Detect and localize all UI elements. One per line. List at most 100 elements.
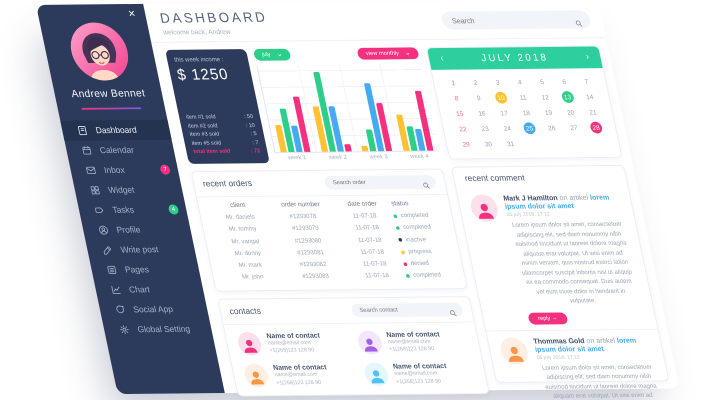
comment-connector: on artikel (585, 336, 616, 345)
orders-search-input[interactable] (330, 177, 423, 187)
contact-name: Name of contact (265, 331, 321, 340)
sidebar-item-social-app[interactable]: Social App (98, 299, 209, 320)
sidebar-item-label: Global Setting (136, 324, 192, 335)
orders-title: recent orders (201, 178, 254, 190)
contact-card[interactable]: Name of contact name@email.com +1(268)123 … (362, 362, 476, 387)
calendar-day[interactable]: 3 (494, 77, 501, 86)
calendar-day[interactable]: 14 (585, 92, 594, 101)
calendar-day[interactable]: 29 (461, 139, 471, 148)
sidebar-item-label: Chart (128, 284, 151, 295)
search-icon[interactable] (421, 178, 431, 189)
contacts-grid: Name of contact name@email.com +1(268)123 … (224, 322, 489, 396)
pencil-icon (101, 245, 114, 256)
avatar (65, 22, 133, 81)
calendar-prev-arrow[interactable]: ‹ (439, 53, 445, 64)
contacts-search[interactable] (350, 302, 464, 318)
sidebar-item-chart[interactable]: Chart (94, 279, 205, 300)
sidebar-item-profile[interactable]: Profile (81, 219, 192, 240)
close-icon[interactable]: ✕ (127, 9, 137, 20)
calendar-day[interactable]: 26 (547, 123, 557, 132)
sidebar-item-inbox[interactable]: Inbox 7 (69, 160, 180, 181)
month-filter-dropdown[interactable]: july (252, 48, 292, 61)
table-row[interactable]: Mr. john #1293083 11-07-18 completed (241, 272, 442, 281)
calendar-day[interactable]: 20 (566, 107, 576, 117)
calendar-day[interactable]: 25 (517, 121, 542, 134)
calendar-day[interactable]: 23 (480, 124, 490, 133)
orders-table: client order number date order status Mr. da… (197, 195, 467, 291)
contact-avatar (362, 362, 391, 387)
contact-card[interactable]: Name of contact name@email.com +1(268)123 … (355, 329, 470, 355)
column-header: status (390, 198, 410, 208)
calendar-day[interactable]: 7 (583, 76, 589, 86)
calendar-day[interactable]: 4 (517, 77, 523, 86)
calendar-day[interactable]: 22 (458, 124, 468, 133)
sidebar-item-label: Widget (107, 184, 136, 196)
calendar-day[interactable]: 19 (543, 108, 553, 117)
calendar-day[interactable]: 11 (518, 92, 528, 102)
calendar-title: JULY 2018 (480, 52, 550, 64)
calendar-day[interactable]: 17 (499, 108, 509, 117)
contact-name: Name of contact (385, 329, 441, 339)
sidebar-item-pages[interactable]: Pages (90, 259, 201, 280)
calendar-day[interactable]: 9 (475, 93, 482, 102)
comment-avatar (468, 194, 501, 222)
sidebar-item-label: Tasks (111, 204, 135, 216)
calendar-day[interactable]: 8 (453, 93, 460, 102)
comment-body: Lorem ipsum dolor sit amet, consectetuer… (511, 221, 633, 305)
calendar-panel: ‹ JULY 2018 › 1 2 3 4 5 6 7 8 9 10 11 12 13 14 15 16 17 1… (425, 45, 623, 160)
search-icon[interactable] (573, 15, 583, 27)
status-dot (398, 238, 403, 242)
x-tick-label: week 2 (328, 154, 348, 161)
month-filter-label: july (261, 51, 272, 58)
calendar-day[interactable]: 27 (569, 123, 579, 132)
calendar-day[interactable]: 18 (521, 108, 531, 117)
orders-search[interactable] (323, 175, 438, 190)
calendar-day[interactable]: 2 (472, 78, 478, 87)
income-label: this week income : (173, 56, 225, 64)
contact-card[interactable]: Name of contact name@email.com +1(268)123 … (242, 363, 356, 388)
calendar-day[interactable]: 13 (555, 90, 580, 103)
calendar-day[interactable]: 10 (488, 91, 513, 104)
search-icon[interactable] (447, 305, 457, 317)
notification-badge: 4 (167, 204, 180, 215)
contacts-search-input[interactable] (357, 305, 450, 315)
income-total-row: total item sold: 72 (192, 148, 261, 156)
reply-button[interactable]: reply → (527, 312, 569, 325)
view-filter-dropdown[interactable]: view monthly (356, 47, 420, 60)
sidebar-item-global-setting[interactable]: Global Setting (102, 319, 213, 340)
contact-phone: +1(268)123 128 90 (388, 346, 435, 353)
sidebar-item-calendar[interactable]: Calendar (65, 140, 176, 161)
bar-chart (256, 63, 439, 154)
sidebar-item-widget[interactable]: Widget (73, 179, 184, 200)
calendar-day[interactable]: 5 (539, 77, 545, 86)
dashboard-icon (76, 125, 89, 136)
contact-avatar (242, 363, 271, 388)
main: this week income : $ 1250 item #1 sold: … (151, 38, 688, 400)
sidebar-item-tasks[interactable]: Tasks 4 (77, 199, 188, 220)
sidebar-menu: Dashboard Calendar Inbox 7 Widget Tasks 4 Profi… (60, 119, 213, 340)
contact-card[interactable]: Name of contact name@email.com +1(268)123 … (235, 331, 350, 356)
sidebar-item-write-post[interactable]: Write post (85, 239, 196, 260)
calendar-day[interactable]: 28 (584, 121, 609, 134)
calendar-day[interactable]: 12 (540, 92, 550, 101)
calendar-day[interactable]: 1 (450, 78, 456, 87)
sidebar-item-dashboard[interactable]: Dashboard (60, 119, 172, 141)
comment-date: 05 july 2018, 17:12 (536, 354, 581, 361)
search-input[interactable] (449, 14, 576, 26)
chevron-down-icon (277, 53, 281, 56)
calendar-day[interactable]: 21 (588, 107, 598, 116)
contact-phone: +1(268)123 128 90 (395, 378, 442, 385)
status-dot (395, 226, 401, 230)
divider (81, 107, 142, 110)
calendar-day[interactable]: 30 (483, 139, 493, 148)
calendar-day[interactable]: 15 (455, 109, 465, 118)
calendar-next-arrow[interactable]: › (584, 51, 590, 62)
global-search[interactable] (440, 10, 592, 30)
calendar-day[interactable]: 24 (502, 123, 512, 133)
sidebar-item-label: Inbox (103, 165, 126, 176)
comments-panel: recent comment Mark J Hamilton on artike… (450, 164, 688, 400)
calendar-day[interactable]: 31 (506, 139, 515, 148)
calendar-day[interactable]: 6 (561, 77, 567, 86)
calendar-day[interactable]: 16 (477, 108, 487, 118)
profile-icon (97, 225, 110, 236)
